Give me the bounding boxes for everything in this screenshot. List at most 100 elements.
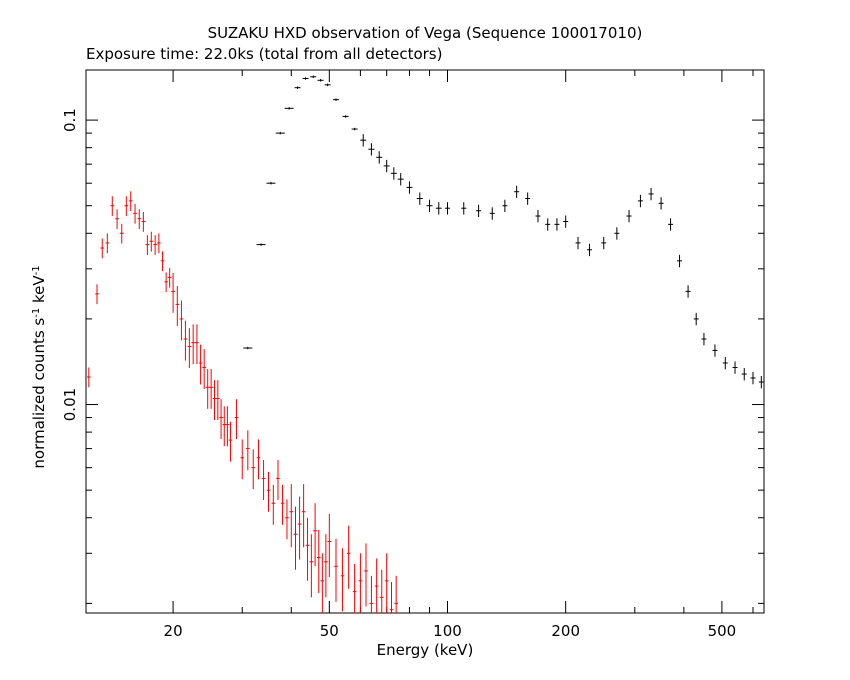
data-point bbox=[668, 218, 674, 231]
data-point bbox=[137, 209, 142, 230]
data-point bbox=[301, 484, 306, 548]
data-point bbox=[693, 312, 699, 326]
data-point bbox=[251, 449, 256, 490]
data-point bbox=[284, 107, 294, 110]
data-point bbox=[333, 98, 340, 101]
x-tick-label: 20 bbox=[164, 622, 183, 640]
data-point bbox=[637, 194, 643, 208]
data-point bbox=[167, 267, 172, 288]
data-point bbox=[658, 197, 664, 210]
data-series bbox=[87, 75, 764, 613]
data-point bbox=[732, 361, 738, 374]
data-point bbox=[601, 236, 607, 250]
data-point bbox=[198, 344, 203, 385]
x-axis-label: Energy (keV) bbox=[377, 641, 474, 659]
data-point bbox=[324, 534, 328, 598]
data-point bbox=[545, 218, 551, 231]
data-point bbox=[119, 223, 124, 244]
data-point bbox=[575, 236, 581, 250]
data-point bbox=[141, 212, 146, 232]
data-point bbox=[212, 380, 217, 421]
data-point bbox=[110, 196, 115, 217]
data-point bbox=[334, 538, 338, 602]
data-point bbox=[246, 430, 250, 471]
data-point bbox=[276, 460, 280, 500]
data-point bbox=[219, 399, 223, 440]
data-point bbox=[525, 192, 531, 205]
data-point bbox=[397, 173, 404, 186]
data-point bbox=[294, 86, 301, 89]
data-point bbox=[320, 553, 325, 613]
data-point bbox=[195, 324, 199, 365]
data-point bbox=[368, 143, 375, 156]
data-point bbox=[360, 134, 367, 147]
data-point bbox=[100, 238, 105, 259]
data-point bbox=[677, 254, 683, 268]
data-point bbox=[183, 320, 188, 361]
data-point bbox=[327, 513, 332, 578]
data-point bbox=[205, 368, 210, 409]
data-point bbox=[313, 503, 317, 567]
chart-title: SUZAKU HXD observation of Vega (Sequence… bbox=[208, 24, 643, 42]
y-axis-label: normalized counts s-1 keV-1 bbox=[30, 265, 48, 468]
data-point bbox=[324, 83, 331, 87]
data-point bbox=[160, 251, 165, 272]
data-point bbox=[563, 215, 569, 228]
data-point bbox=[426, 199, 433, 213]
data-point bbox=[435, 202, 442, 215]
data-point bbox=[535, 209, 541, 223]
data-point bbox=[289, 484, 294, 548]
data-point bbox=[240, 439, 245, 480]
data-point bbox=[222, 406, 227, 447]
data-point bbox=[145, 235, 150, 255]
plot-frame bbox=[85, 69, 765, 614]
data-point bbox=[554, 218, 560, 231]
data-point bbox=[351, 127, 358, 131]
data-point bbox=[280, 484, 285, 525]
data-point bbox=[712, 344, 718, 357]
data-point bbox=[105, 233, 110, 254]
data-point bbox=[243, 346, 253, 350]
axes: 20 50 100 200 500 0.01 0.1 bbox=[61, 70, 764, 640]
data-point bbox=[302, 77, 309, 80]
data-point bbox=[164, 272, 168, 293]
data-point bbox=[369, 575, 374, 613]
data-point bbox=[364, 543, 368, 607]
data-point bbox=[310, 75, 317, 79]
data-point bbox=[309, 534, 314, 598]
data-point bbox=[514, 185, 520, 199]
data-point bbox=[346, 525, 351, 589]
data-point bbox=[390, 167, 397, 180]
data-point bbox=[352, 564, 357, 613]
data-point bbox=[149, 231, 154, 252]
data-point bbox=[175, 286, 180, 326]
data-point bbox=[648, 187, 654, 201]
data-point bbox=[216, 380, 220, 421]
data-point bbox=[297, 496, 302, 560]
x-tick-label: 100 bbox=[433, 622, 462, 640]
data-point bbox=[750, 371, 756, 385]
data-point bbox=[383, 159, 390, 173]
chart-subtitle: Exposure time: 22.0ks (total from all de… bbox=[86, 45, 442, 63]
data-point bbox=[128, 191, 133, 212]
data-point bbox=[234, 399, 239, 440]
x-tick-label: 500 bbox=[708, 622, 737, 640]
y-tick-label: 0.01 bbox=[61, 388, 79, 421]
data-point bbox=[461, 202, 467, 215]
data-point bbox=[202, 349, 206, 390]
data-point bbox=[342, 115, 349, 118]
data-point bbox=[701, 332, 707, 346]
data-point bbox=[340, 548, 345, 612]
data-point bbox=[256, 243, 266, 246]
data-point bbox=[614, 227, 620, 240]
data-point bbox=[275, 131, 285, 135]
x-tick-label: 50 bbox=[320, 622, 339, 640]
data-point bbox=[416, 192, 423, 205]
data-point bbox=[266, 471, 271, 512]
data-point bbox=[95, 284, 99, 305]
data-point bbox=[305, 517, 310, 581]
data-point bbox=[228, 421, 233, 462]
data-point bbox=[741, 368, 747, 381]
data-point bbox=[587, 243, 593, 257]
